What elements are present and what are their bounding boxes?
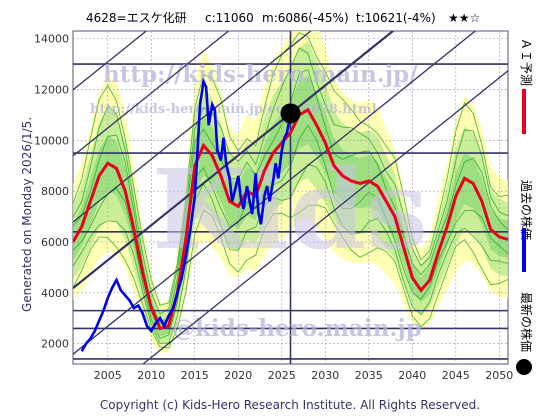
x-tick-label-2010: 2010 (137, 369, 165, 382)
ai-prediction-line (73, 107, 508, 331)
channel-line-2 (73, 31, 477, 355)
watermark-logo: Kids (152, 145, 428, 274)
channel-line-6 (73, 31, 148, 91)
current-price-dot (280, 103, 301, 124)
x-tick-label-2030: 2030 (311, 369, 339, 382)
x-axis: 2005 2010 2015 2020 2025 2030 2035 2040 2045 2050 (94, 369, 513, 382)
watermark-url-top: http://kids-hero.main.jp/ (103, 61, 418, 88)
past-price-line (80, 77, 292, 352)
watermark-layer: Kids http://kids-hero.main.jp/ http://ki… (90, 61, 428, 342)
x-tick-label-2005: 2005 (94, 369, 122, 382)
legend-latest-dot (516, 359, 532, 375)
y-tick-label-10000: 10000 (34, 134, 69, 147)
legend-ai-label: ＡＩ予測 (519, 38, 533, 86)
y-tick-label-12000: 12000 (34, 83, 69, 96)
channel-line-1 (142, 70, 508, 364)
x-tick-label-2025: 2025 (268, 369, 296, 382)
y-tick-label-8000: 8000 (41, 185, 69, 198)
y-tick-label-4000: 4000 (41, 287, 69, 300)
series-layer (73, 77, 508, 352)
x-tick-label-2020: 2020 (224, 369, 252, 382)
header-current: c:11060 (205, 11, 254, 25)
x-tick-label-2035: 2035 (355, 369, 383, 382)
chart-header: 4628=エスケ化研 c:11060 m:6086(-45%) t:10621(… (86, 11, 480, 25)
current-marker-layer (280, 103, 301, 124)
y-tick-label-14000: 14000 (34, 33, 69, 46)
y-tick-label-2000: 2000 (41, 338, 69, 351)
channel-line-4 (73, 31, 312, 223)
header-middle: m:6086(-45%) (262, 11, 349, 25)
x-tick-label-2045: 2045 (442, 369, 470, 382)
channel-line-5 (73, 31, 230, 157)
watermark-url-sub: http://kids-hero.main.jp/code4628.html (90, 102, 377, 117)
grid-lines (73, 31, 508, 364)
header-code-name: 4628=エスケ化研 (86, 11, 187, 25)
legend-latest-label: 最新の株価 (519, 292, 534, 352)
copyright-text: Copyright (c) Kids-Hero Research Institu… (100, 398, 480, 412)
watermark-email: @kids-hero.main.jp (172, 315, 422, 342)
header-stars: ★★☆ (448, 11, 480, 25)
legend-past-label: 過去の株価 (519, 180, 534, 240)
x-tick-label-2040: 2040 (398, 369, 426, 382)
x-tick-label-2015: 2015 (181, 369, 209, 382)
y-axis: 2000 4000 6000 8000 10000 12000 14000 (34, 33, 69, 351)
y-tick-label-6000: 6000 (41, 236, 69, 249)
header-target: t:10621(-4%) (356, 11, 436, 25)
x-tick-label-2050: 2050 (485, 369, 513, 382)
legend: ＡＩ予測 過去の株価 最新の株価 (516, 38, 534, 375)
generated-date-label: Generated on Monday 2026/1/5. (20, 117, 34, 312)
